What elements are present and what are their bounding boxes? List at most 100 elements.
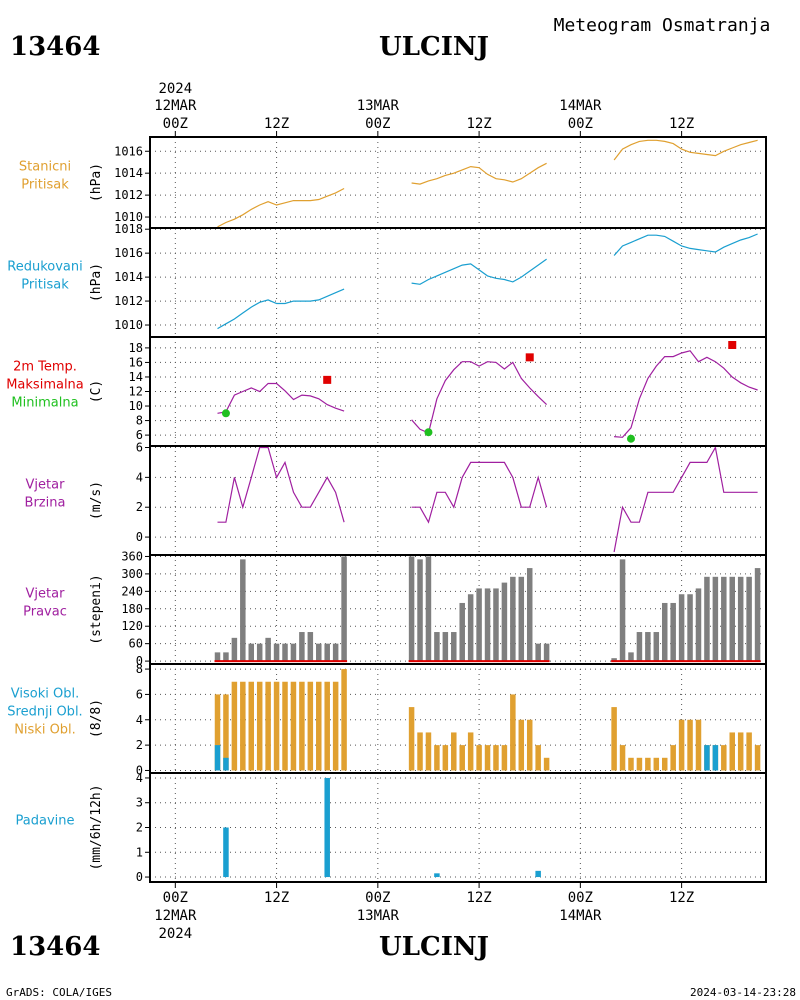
max-temp-marker <box>728 340 737 349</box>
y-tick-label: 4 <box>136 771 143 785</box>
bottom-day-label: 13MAR <box>357 908 400 924</box>
clouds-bar <box>704 745 710 771</box>
panel-label: Visoki Obl. <box>11 687 79 702</box>
wind_direction-bar <box>526 568 533 662</box>
y-axis-label: (stepeni) <box>89 574 104 644</box>
panel-label: Pritisak <box>21 178 69 193</box>
wind_direction-bar <box>535 643 541 662</box>
y-tick-label: 0 <box>136 530 143 544</box>
y-tick-label: 8 <box>136 662 143 676</box>
clouds-bar <box>670 745 676 771</box>
bottom-hour-label: 12Z <box>466 890 491 906</box>
top-hour-label: 12Z <box>264 116 289 132</box>
clouds-bar <box>754 745 761 771</box>
clouds-bar <box>535 745 541 771</box>
top-day-label: 14MAR <box>559 98 602 114</box>
wind_direction-bar <box>661 602 668 662</box>
y-tick-label: 0 <box>136 763 143 777</box>
panel-label: Vjetar <box>26 478 66 493</box>
wind_direction-bar <box>619 559 626 662</box>
min-temp-marker <box>424 428 433 437</box>
max-temp-marker <box>525 353 534 362</box>
y-tick-label: 120 <box>121 619 143 633</box>
clouds-bar <box>451 732 457 771</box>
y-tick-label: 2 <box>136 821 143 835</box>
wind_direction-bar <box>712 576 719 662</box>
precipitation-bar <box>324 777 330 878</box>
wind_direction-bar <box>737 576 744 662</box>
y-tick-label: 1014 <box>114 166 143 180</box>
bottom-year-label: 2024 <box>158 926 192 942</box>
clouds-bar <box>265 681 271 771</box>
bottom-hour-label: 12Z <box>264 890 289 906</box>
precipitation-bar <box>535 870 541 878</box>
top-year-label: 2024 <box>158 81 192 97</box>
wind_direction-bar <box>307 632 314 662</box>
top-hour-label: 00Z <box>163 116 188 132</box>
y-tick-label: 1016 <box>114 246 143 260</box>
wind_direction-bar <box>493 588 499 662</box>
clouds-bar <box>299 681 305 771</box>
bottom-hour-label: 12Z <box>669 890 694 906</box>
temperature-line-segment <box>411 361 548 434</box>
bottom-day-label: 12MAR <box>154 908 197 924</box>
bottom-hour-label: 00Z <box>568 890 593 906</box>
clouds-bar <box>316 681 322 771</box>
wind_direction-bar <box>434 632 440 662</box>
temperature-line-segment <box>614 350 758 438</box>
bottom-hour-label: 00Z <box>365 890 390 906</box>
wind_direction-bar <box>678 594 685 662</box>
panel-label: Pritisak <box>21 278 69 293</box>
y-tick-label: 16 <box>129 355 143 369</box>
station-name-bottom: ULCINJ <box>379 932 489 962</box>
clouds-bar <box>324 681 330 771</box>
clouds-bar <box>417 732 423 771</box>
wind_direction-bar <box>670 602 676 662</box>
panel-wind_speed: 0 2 4 6 Vjetar Brzina (m/s) <box>25 440 767 556</box>
clouds-bar <box>434 745 440 771</box>
y-tick-label: 2 <box>136 738 143 752</box>
clouds-bar <box>661 757 668 771</box>
station-id-bottom: 13464 <box>10 932 100 962</box>
y-tick-label: 14 <box>129 370 143 384</box>
wind_direction-bar <box>611 658 617 662</box>
wind_direction-bar <box>628 652 634 662</box>
wind_speed-line-segment <box>613 445 758 553</box>
clouds-bar <box>223 757 229 771</box>
panel-frame <box>149 445 767 556</box>
wind_speed-line-segment <box>411 461 548 524</box>
clouds-bar <box>408 707 415 771</box>
y-axis-label: (hPa) <box>89 163 104 202</box>
panel-label: Padavine <box>16 814 75 829</box>
y-tick-label: 4 <box>136 713 143 727</box>
clouds-bar <box>223 694 229 771</box>
clouds-bar <box>526 719 533 771</box>
station_pressure-line-segment <box>613 139 758 161</box>
clouds-bar <box>442 745 449 771</box>
footer-credit: GrADS: COLA/IGES <box>6 986 112 999</box>
wind_direction-bar <box>729 576 735 662</box>
y-tick-label: 10 <box>129 399 143 413</box>
y-tick-label: 60 <box>129 637 143 651</box>
clouds-bar <box>687 719 693 771</box>
bottom-day-label: 14MAR <box>559 908 602 924</box>
wind_direction-bar <box>518 576 525 662</box>
clouds-bar <box>425 732 432 771</box>
panel-label: Redukovani <box>7 260 82 275</box>
wind_direction-bar <box>324 643 330 662</box>
reduced_pressure-line-segment <box>613 233 758 256</box>
wind_direction-bar <box>636 632 643 662</box>
panel-label: Pravac <box>23 605 67 620</box>
clouds-bar <box>467 732 474 771</box>
clouds-bar <box>636 757 643 771</box>
clouds-bar <box>611 707 617 771</box>
clouds-bar <box>476 745 482 771</box>
clouds-bar <box>273 681 280 771</box>
wind_direction-bar <box>231 637 238 662</box>
wind_direction-bar <box>704 576 710 662</box>
wind_direction-bar <box>467 594 474 662</box>
wind_direction-bar <box>653 632 660 662</box>
panel-label: Stanicni <box>19 160 71 175</box>
y-tick-label: 1010 <box>114 210 143 224</box>
wind_direction-bar <box>510 576 516 662</box>
